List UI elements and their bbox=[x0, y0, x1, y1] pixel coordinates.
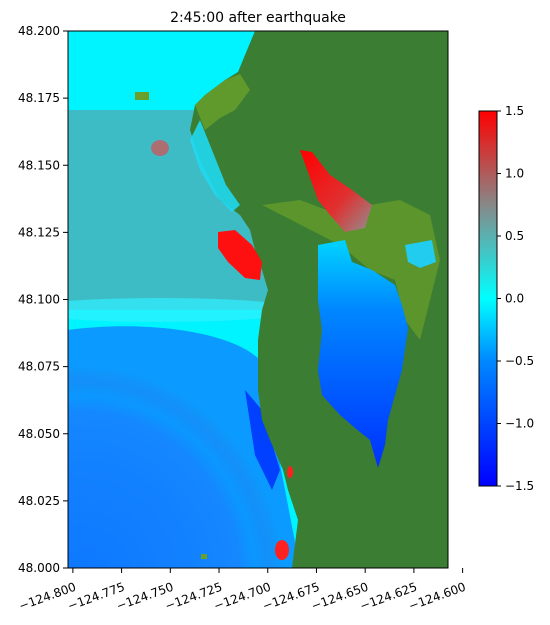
colorbar-tick-label: 1.5 bbox=[505, 104, 524, 118]
inner-bay bbox=[318, 240, 408, 468]
bay-east-cyan bbox=[405, 240, 436, 268]
colorbar-tick-label: 0.0 bbox=[505, 292, 524, 306]
colorbar-tick-label: −1.0 bbox=[505, 417, 534, 431]
coastal-deep-blue bbox=[245, 390, 280, 490]
heatmap-area bbox=[68, 31, 448, 568]
y-tick-label: 48.050 bbox=[18, 427, 60, 441]
colorbar-tick-label: −1.5 bbox=[505, 479, 534, 493]
y-tick-label: 48.125 bbox=[18, 225, 60, 239]
shallow-edges-2 bbox=[262, 200, 440, 340]
colorbar-tick-label: −0.5 bbox=[505, 354, 534, 368]
y-tick-label: 48.150 bbox=[18, 158, 60, 172]
red-anomaly-coast bbox=[287, 466, 293, 478]
y-tick-label: 48.025 bbox=[18, 494, 60, 508]
y-tick-label: 48.100 bbox=[18, 293, 60, 307]
ocean-south-blue bbox=[68, 326, 300, 568]
y-tick-label: 48.075 bbox=[18, 360, 60, 374]
colorbar bbox=[478, 110, 498, 487]
y-tick-label: 48.000 bbox=[18, 561, 60, 575]
red-anomaly-west bbox=[218, 230, 262, 280]
red-anomaly-small-north bbox=[151, 140, 169, 156]
x-axis: −124.800−124.775−124.750−124.725−124.700… bbox=[17, 568, 468, 613]
inner-bay-north bbox=[300, 150, 372, 232]
red-anomaly-south bbox=[275, 540, 289, 560]
coast-strip bbox=[190, 120, 240, 212]
colorbar-tick-label: 1.0 bbox=[505, 167, 524, 181]
colorbar-axis: −1.5 −1.0 −0.5 0.0 0.5 1.0 1.5 bbox=[497, 104, 534, 493]
y-tick-label: 48.200 bbox=[18, 24, 60, 38]
shallow-edges bbox=[195, 74, 250, 130]
chart-title: 2:45:00 after earthquake bbox=[170, 10, 346, 26]
colorbar-tick-label: 0.5 bbox=[505, 229, 524, 243]
islet-south bbox=[201, 554, 207, 559]
y-axis: 48.000 48.025 48.050 48.075 48.100 48.125 48.1… bbox=[18, 24, 68, 575]
y-tick-label: 48.175 bbox=[18, 91, 60, 105]
islet bbox=[135, 92, 149, 100]
